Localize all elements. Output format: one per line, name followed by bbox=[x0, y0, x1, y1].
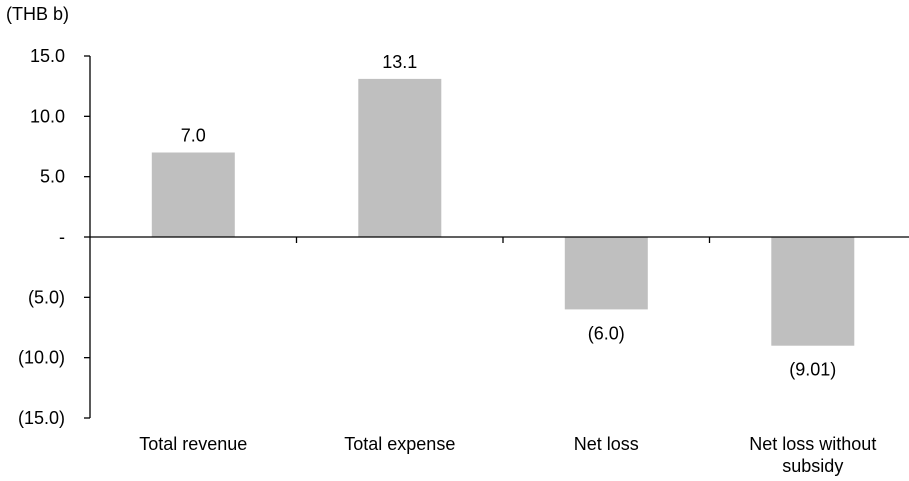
y-tick-label-7: (15.0) bbox=[18, 408, 65, 428]
y-tick-label-6: (10.0) bbox=[18, 348, 65, 368]
category-label-4: Net loss without subsidy bbox=[749, 434, 876, 476]
category-label-1: Total revenue bbox=[139, 434, 247, 454]
axes-group bbox=[84, 55, 909, 419]
bar-1 bbox=[151, 152, 235, 237]
labels-group: 7.0 Total revenue 13.1 Total expense (6.0) Ne… bbox=[18, 46, 876, 476]
bar-4 bbox=[771, 237, 855, 346]
bar-2 bbox=[358, 78, 442, 238]
data-label-2: 13.1 bbox=[382, 52, 417, 72]
y-tick-label-4: - bbox=[59, 227, 65, 247]
y-tick-label-1: 15.0 bbox=[30, 46, 65, 66]
data-label-3: (6.0) bbox=[588, 323, 625, 343]
category-label-3: Net loss bbox=[574, 434, 639, 454]
y-tick-label-3: 5.0 bbox=[40, 167, 65, 187]
y-tick-label-2: 10.0 bbox=[30, 106, 65, 126]
y-tick-label-5: (5.0) bbox=[28, 287, 65, 307]
data-label-4: (9.01) bbox=[789, 360, 836, 380]
category-label-2: Total expense bbox=[344, 434, 455, 454]
data-label-1: 7.0 bbox=[181, 126, 206, 146]
y-axis-unit-label: (THB b) bbox=[6, 4, 69, 24]
bars-group bbox=[151, 78, 855, 346]
bar-3 bbox=[564, 237, 648, 310]
